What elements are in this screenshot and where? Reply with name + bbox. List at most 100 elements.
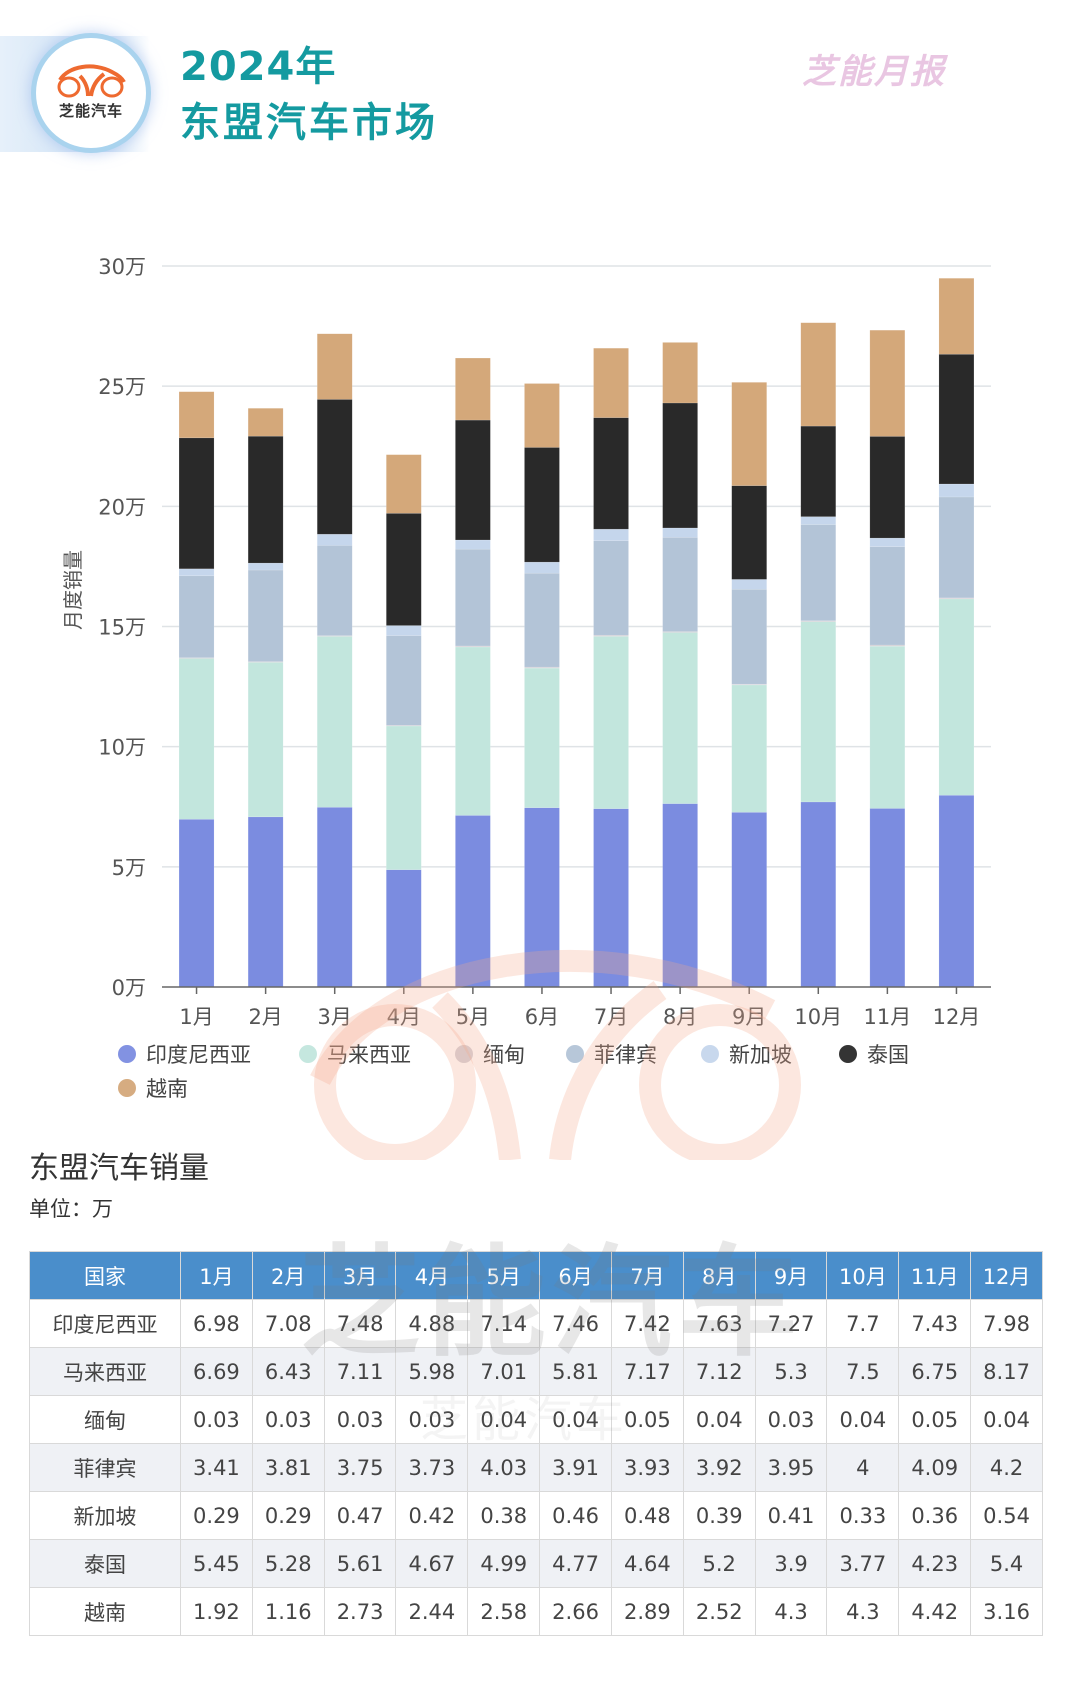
logo-text: 芝能汽车 — [58, 102, 123, 120]
value-cell: 7.27 — [754, 1299, 828, 1348]
value-cell: 0.29 — [180, 1491, 253, 1540]
value-cell: 7.42 — [610, 1299, 684, 1348]
value-cell: 0.05 — [610, 1395, 684, 1444]
bar-segment — [386, 869, 422, 988]
bar-segment — [731, 382, 767, 486]
country-cell: 菲律宾 — [29, 1443, 181, 1492]
bar-segment — [178, 568, 215, 577]
value-cell: 7.01 — [467, 1347, 541, 1396]
bar-segment — [455, 548, 491, 647]
bar-segment — [593, 347, 629, 418]
page-title: 东盟汽车市场 — [180, 100, 438, 146]
value-cell: 0.04 — [467, 1395, 541, 1444]
value-cell: 2.73 — [323, 1587, 397, 1636]
y-tick-label: 5万 — [112, 856, 146, 880]
column-header-month: 7月 — [610, 1251, 684, 1300]
value-cell: 4.03 — [467, 1443, 541, 1492]
bar-segment — [316, 333, 353, 400]
bar-segment — [938, 483, 975, 498]
bar-segment — [247, 662, 284, 818]
country-cell: 泰国 — [29, 1539, 181, 1588]
legend-marker — [118, 1079, 136, 1097]
x-tick-label: 10月 — [794, 1005, 842, 1029]
value-cell: 0.39 — [682, 1491, 756, 1540]
value-cell: 4.42 — [898, 1587, 972, 1636]
column-header-month: 6月 — [539, 1251, 612, 1300]
table-title: 东盟汽车销量 — [29, 1151, 209, 1186]
bar-segment — [316, 636, 353, 808]
column-header-month: 2月 — [251, 1251, 325, 1300]
value-cell: 2.52 — [682, 1587, 756, 1636]
bar-segment — [524, 807, 560, 988]
bar-segment — [247, 569, 284, 662]
value-cell: 7.46 — [539, 1299, 612, 1348]
bar-segment — [869, 329, 906, 437]
bar-segment — [178, 437, 215, 570]
value-cell: 7.08 — [251, 1299, 325, 1348]
value-cell: 2.66 — [539, 1587, 612, 1636]
bar-segment — [178, 391, 215, 439]
value-cell: 6.43 — [251, 1347, 325, 1396]
bar-segment — [316, 545, 353, 636]
value-cell: 7.43 — [898, 1299, 972, 1348]
y-tick-label: 15万 — [98, 616, 146, 640]
value-cell: 7.63 — [682, 1299, 756, 1348]
value-cell: 5.45 — [180, 1539, 253, 1588]
bar-segment — [178, 575, 215, 658]
value-cell: 5.4 — [970, 1539, 1043, 1588]
value-cell: 2.89 — [610, 1587, 684, 1636]
legend-label: 新加坡 — [729, 1043, 792, 1067]
y-axis-label: 月度销量 — [61, 550, 85, 630]
bar-segment — [316, 399, 353, 535]
legend-marker — [118, 1045, 136, 1063]
value-cell: 5.28 — [251, 1539, 325, 1588]
bar-segment — [455, 539, 491, 550]
value-cell: 7.14 — [467, 1299, 541, 1348]
value-cell: 3.91 — [539, 1443, 612, 1492]
car-logo-icon — [57, 64, 126, 98]
y-tick-label: 20万 — [98, 495, 146, 519]
value-cell: 4.88 — [395, 1299, 469, 1348]
bar-segment — [662, 342, 698, 404]
bar-segment — [247, 816, 284, 988]
value-cell: 0.03 — [180, 1395, 253, 1444]
table-row: 泰国 5.45 5.28 5.61 4.67 4.99 4.77 4.64 5.2 3.9 3.77… — [29, 1539, 1043, 1588]
column-header-month: 12月 — [970, 1251, 1043, 1300]
value-cell: 0.04 — [826, 1395, 900, 1444]
table-row: 缅甸 0.03 0.03 0.03 0.03 0.04 0.04 0.05 0.04 0.03 0.… — [29, 1395, 1043, 1444]
legend-marker — [701, 1045, 719, 1063]
value-cell: 0.42 — [395, 1491, 469, 1540]
table-row: 菲律宾 3.41 3.81 3.75 3.73 4.03 3.91 3.93 3.92 3.95 4… — [29, 1443, 1043, 1492]
value-cell: 5.61 — [323, 1539, 397, 1588]
value-cell: 0.03 — [754, 1395, 828, 1444]
column-header-country: 国家 — [29, 1251, 181, 1300]
value-cell: 3.95 — [754, 1443, 828, 1492]
value-cell: 7.48 — [323, 1299, 397, 1348]
bar-segment — [938, 496, 975, 599]
bar-segment — [800, 524, 837, 621]
legend-label: 泰国 — [867, 1043, 909, 1067]
x-tick-label: 1月 — [179, 1005, 213, 1029]
bar-segment — [662, 527, 698, 538]
column-header-month: 10月 — [826, 1251, 900, 1300]
column-header-month: 5月 — [467, 1251, 541, 1300]
bar-segment — [869, 537, 906, 547]
y-tick-label: 30万 — [98, 255, 146, 279]
table-header-row: 国家 1月 2月 3月 4月 5月 6月 7月 8月 9月 10月 11月 12月 — [29, 1251, 1043, 1300]
value-cell: 3.92 — [682, 1443, 756, 1492]
value-cell: 5.81 — [539, 1347, 612, 1396]
country-cell: 马来西亚 — [29, 1347, 181, 1396]
value-cell: 5.3 — [754, 1347, 828, 1396]
country-cell: 印度尼西亚 — [29, 1299, 181, 1348]
bar-segment — [800, 621, 837, 803]
legend-marker — [566, 1045, 584, 1063]
value-cell: 4.3 — [754, 1587, 828, 1636]
value-cell: 0.29 — [251, 1491, 325, 1540]
legend-marker — [839, 1045, 857, 1063]
value-cell: 0.03 — [323, 1395, 397, 1444]
bar-segment — [524, 667, 560, 808]
value-cell: 0.41 — [754, 1491, 828, 1540]
value-cell: 0.04 — [970, 1395, 1043, 1444]
x-tick-label: 3月 — [318, 1005, 352, 1029]
value-cell: 0.03 — [251, 1395, 325, 1444]
